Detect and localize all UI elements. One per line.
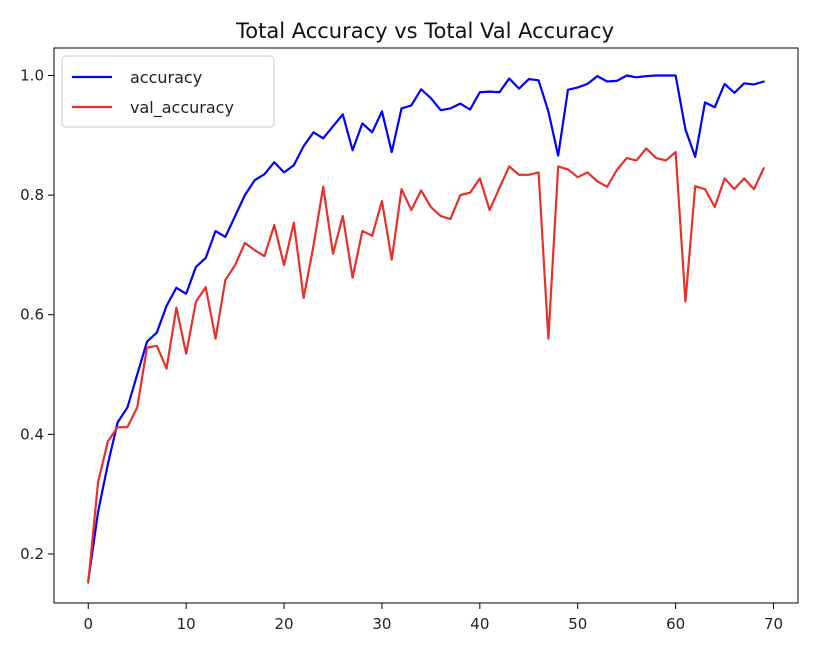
legend-label-val-accuracy: val_accuracy	[130, 98, 234, 118]
x-tick-label: 50	[568, 615, 587, 633]
x-tick-label: 40	[470, 615, 489, 633]
legend-label-accuracy: accuracy	[130, 68, 202, 87]
x-tick-label: 10	[177, 615, 196, 633]
legend-box	[61, 55, 275, 128]
y-tick-label: 0.2	[20, 545, 44, 563]
x-axis: 0 10 20 30 40 50 60 70	[83, 603, 783, 633]
series-layer	[87, 74, 765, 584]
plot-area	[53, 47, 799, 604]
plot-background	[54, 48, 798, 603]
series-line-accuracy	[87, 74, 765, 582]
y-tick-label: 0.8	[20, 186, 44, 204]
x-tick-label: 0	[83, 615, 93, 633]
x-tick-label: 20	[275, 615, 294, 633]
y-tick-label: 1.0	[20, 67, 44, 85]
x-tick-label: 70	[764, 615, 783, 633]
y-tick-label: 0.6	[20, 306, 44, 324]
plot-frame	[53, 47, 799, 604]
x-tick-label: 30	[372, 615, 391, 633]
legend: accuracy val_accuracy	[61, 55, 275, 128]
y-tick-label: 0.4	[20, 425, 44, 443]
y-axis: 0.2 0.4 0.6 0.8 1.0	[20, 67, 54, 563]
chart-title: Total Accuracy vs Total Val Accuracy	[235, 19, 614, 43]
series-line-val-accuracy	[87, 147, 765, 584]
x-tick-label: 60	[666, 615, 685, 633]
